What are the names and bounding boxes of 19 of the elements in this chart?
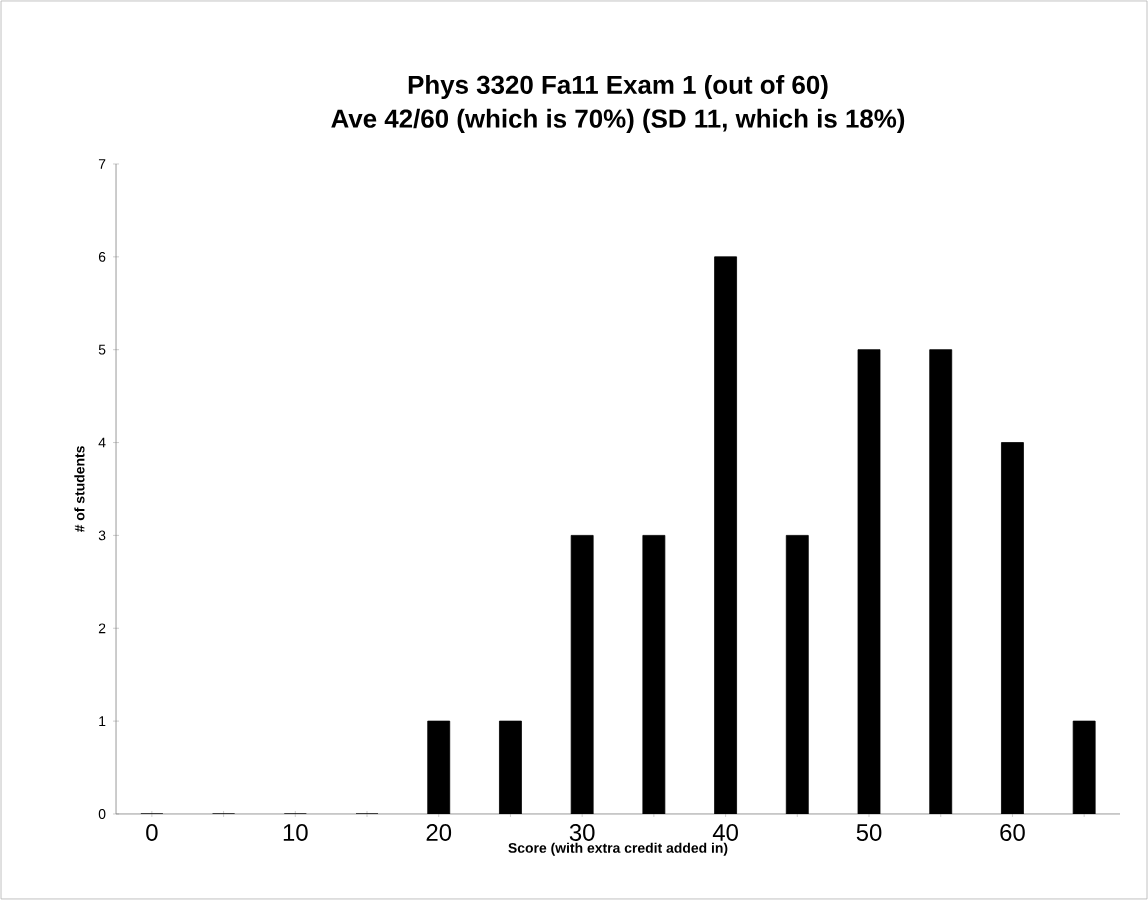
bar [499,720,522,814]
x-tick-label: 10 [283,824,308,841]
chart-title: Phys 3320 Fa11 Exam 1 (out of 60) [408,74,828,100]
x-tick-label: 40 [712,824,738,841]
bar [1072,720,1096,814]
chart-subtitle: Ave 42/60 (which is 70%) (SD 11, which is 18%) [331,108,905,133]
bar [570,535,594,814]
bar [714,256,737,814]
bar [857,349,881,814]
x-tick-label: 0 [146,824,158,841]
x-tick-label: 20 [426,824,452,841]
bar [427,720,451,814]
bar [785,535,809,814]
bar [642,535,666,814]
bar [1001,442,1024,814]
x-tick-label: 50 [856,824,882,841]
x-tick-label: 30 [569,824,595,841]
x-tick-label: 60 [1000,824,1025,841]
bar [929,349,953,814]
